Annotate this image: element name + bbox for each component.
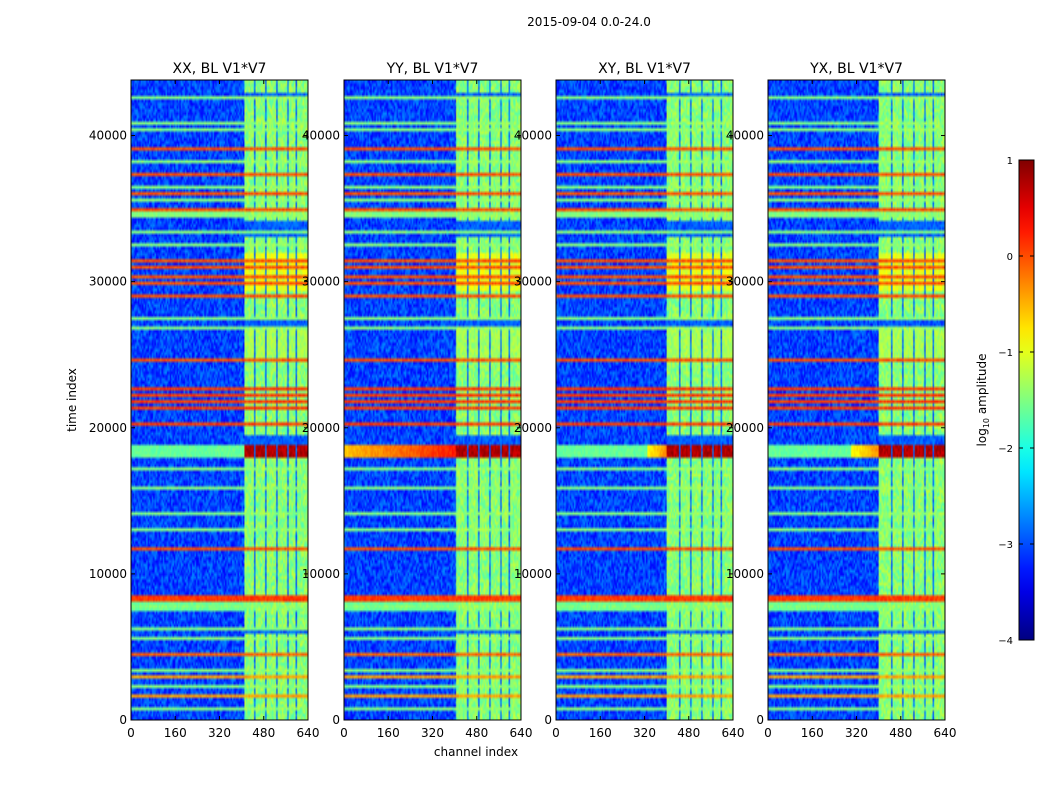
colorbar-gradient [1018,159,1035,641]
x-tick-label: 0 [127,726,135,740]
y-tick-label: 10000 [302,567,340,581]
y-tick-label: 30000 [302,275,340,289]
heatmap-1 [131,80,308,720]
y-tick-label: 0 [756,713,764,727]
heatmap-2 [344,80,521,720]
y-tick-label: 20000 [302,421,340,435]
x-tick-label: 0 [552,726,560,740]
y-tick-label: 30000 [726,275,764,289]
colorbar-tick-label: 1 [1007,156,1013,167]
y-tick-label: 10000 [726,567,764,581]
y-tick-label: 0 [332,713,340,727]
y-tick-label: 30000 [89,275,127,289]
panel-4: YX, BL V1*V7 0 160 320 480 640 0 10000 20000 3000… [726,61,957,740]
x-axis-label: channel index [434,745,518,759]
x-tick-label: 480 [889,726,912,740]
x-tick-label: 640 [510,726,533,740]
y-axis-label: time index [65,368,79,432]
x-tick-label: 0 [340,726,348,740]
colorbar-tick-label: −1 [998,348,1013,359]
x-tick-label: 320 [845,726,868,740]
x-tick-label: 320 [421,726,444,740]
colorbar-label-amp: amplitude [975,354,989,418]
x-tick-label: 160 [164,726,187,740]
y-tick-label: 20000 [514,421,552,435]
heatmap-4 [768,80,945,720]
y-tick-label: 20000 [89,421,127,435]
x-tick-label: 160 [801,726,824,740]
colorbar-tick-label: −3 [998,540,1013,551]
panel-1: XX, BL V1*V7 0 160 320 480 640 0 10000 20000 3000… [89,61,320,740]
y-tick-label: 10000 [89,567,127,581]
x-tick-label: 640 [722,726,745,740]
x-tick-label: 480 [465,726,488,740]
panel-title-4: YX, BL V1*V7 [809,61,903,77]
y-tick-label: 0 [119,713,127,727]
y-tick-label: 40000 [726,129,764,143]
x-tick-label: 0 [764,726,772,740]
y-tick-label: 20000 [726,421,764,435]
x-tick-label: 480 [677,726,700,740]
colorbar-tick-label: 0 [1007,252,1013,263]
panel-title-1: XX, BL V1*V7 [173,61,267,77]
y-tick-label: 40000 [302,129,340,143]
x-tick-label: 320 [633,726,656,740]
panel-title-2: YY, BL V1*V7 [386,61,479,77]
panels: XX, BL V1*V7 0 160 320 480 640 0 10000 20000 3000… [89,61,957,740]
colorbar-tick-label: −4 [998,636,1013,647]
x-tick-label: 320 [208,726,231,740]
suptitle: 2015-09-04 0.0-24.0 [527,15,651,29]
x-tick-label: 160 [377,726,400,740]
colorbar-label-log: log [975,428,989,446]
colorbar-label: log10 amplitude [975,354,991,447]
y-tick-label: 40000 [89,129,127,143]
x-tick-label: 640 [934,726,957,740]
heatmap-3 [556,80,733,720]
x-tick-label: 640 [297,726,320,740]
y-tick-label: 30000 [514,275,552,289]
y-tick-label: 40000 [514,129,552,143]
colorbar-tick-label: −2 [998,444,1013,455]
colorbar-label-sub: 10 [982,418,991,428]
y-tick-label: 0 [544,713,552,727]
panel-title-3: XY, BL V1*V7 [598,61,691,77]
x-tick-label: 480 [252,726,275,740]
panel-2: YY, BL V1*V7 0 160 320 480 640 0 10000 20000 3000… [302,61,533,740]
y-tick-label: 10000 [514,567,552,581]
panel-3: XY, BL V1*V7 0 160 320 480 640 0 10000 20000 3000… [514,61,745,740]
x-tick-label: 160 [589,726,612,740]
